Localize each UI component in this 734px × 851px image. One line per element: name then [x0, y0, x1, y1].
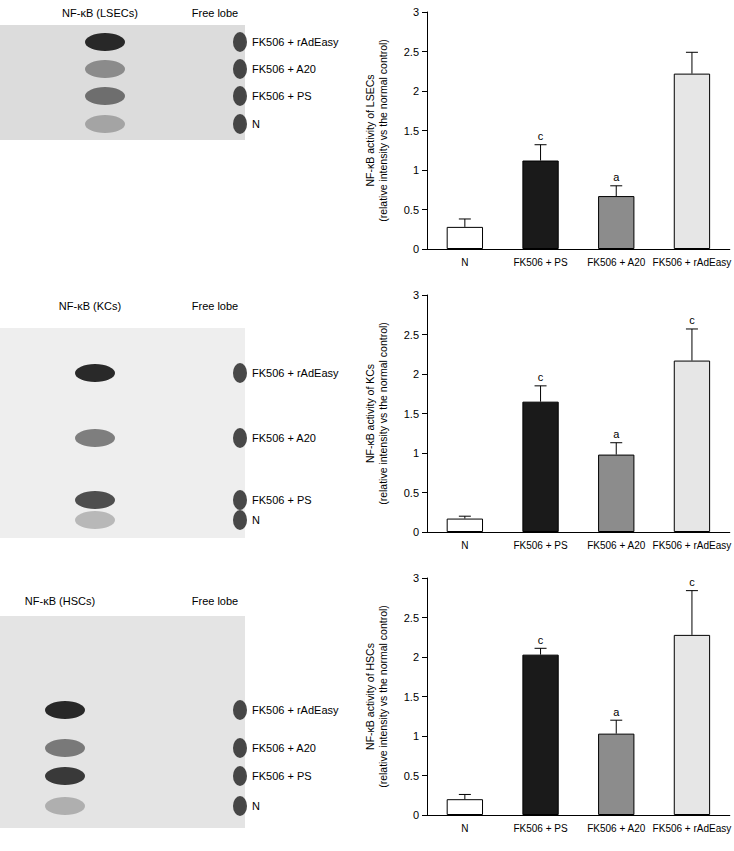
svg-text:NF-κB (HSCs): NF-κB (HSCs): [25, 595, 95, 607]
svg-text:2.5: 2.5: [404, 612, 419, 624]
svg-text:3: 3: [413, 289, 419, 301]
svg-text:FK506 + A20: FK506 + A20: [252, 432, 316, 444]
svg-text:FK506 + rAdEasy: FK506 + rAdEasy: [653, 823, 732, 834]
svg-text:a: a: [613, 428, 620, 440]
svg-text:FK506 + PS: FK506 + PS: [513, 257, 568, 268]
svg-text:(relative intensity vs the nor: (relative intensity vs the normal contro…: [377, 39, 389, 222]
svg-text:(relative intensity vs the nor: (relative intensity vs the normal contro…: [377, 605, 389, 788]
svg-text:N: N: [461, 823, 468, 834]
svg-text:2: 2: [413, 651, 419, 663]
svg-text:FK506 + PS: FK506 + PS: [252, 494, 312, 506]
svg-text:N: N: [252, 118, 260, 130]
svg-text:2.5: 2.5: [404, 329, 419, 341]
svg-text:Free lobe: Free lobe: [192, 300, 238, 312]
svg-text:NF-κB (LSECs): NF-κB (LSECs): [62, 7, 138, 19]
svg-text:NF-κB (KCs): NF-κB (KCs): [59, 300, 121, 312]
svg-text:(relative intensity vs the nor: (relative intensity vs the normal contro…: [377, 322, 389, 505]
svg-text:2: 2: [413, 368, 419, 380]
svg-text:N: N: [461, 540, 468, 551]
svg-text:0: 0: [413, 526, 419, 538]
svg-text:FK506 + A20: FK506 + A20: [587, 823, 646, 834]
svg-text:NF-κB activity of HSCs: NF-κB activity of HSCs: [364, 643, 376, 750]
svg-text:2.5: 2.5: [404, 46, 419, 58]
svg-text:FK506 + A20: FK506 + A20: [252, 63, 316, 75]
svg-text:0.5: 0.5: [404, 204, 419, 216]
svg-text:FK506 + PS: FK506 + PS: [513, 823, 568, 834]
svg-text:FK506 + rAdEasy: FK506 + rAdEasy: [252, 704, 339, 716]
svg-text:1.5: 1.5: [404, 125, 419, 137]
svg-text:FK506 + rAdEasy: FK506 + rAdEasy: [252, 367, 339, 379]
svg-text:c: c: [538, 371, 544, 383]
svg-text:1.5: 1.5: [404, 691, 419, 703]
svg-text:1.5: 1.5: [404, 408, 419, 420]
svg-text:NF-κB activity of LSECs: NF-κB activity of LSECs: [364, 74, 376, 186]
svg-text:0.5: 0.5: [404, 487, 419, 499]
svg-text:FK506 + PS: FK506 + PS: [252, 770, 312, 782]
svg-text:c: c: [689, 314, 695, 326]
svg-text:FK506 + rAdEasy: FK506 + rAdEasy: [653, 540, 732, 551]
svg-text:FK506 + A20: FK506 + A20: [587, 540, 646, 551]
svg-text:FK506 + PS: FK506 + PS: [513, 540, 568, 551]
svg-text:0.5: 0.5: [404, 770, 419, 782]
svg-text:Free lobe: Free lobe: [192, 595, 238, 607]
svg-text:a: a: [613, 706, 620, 718]
svg-text:1: 1: [413, 730, 419, 742]
svg-text:NF-κB activity of KCs: NF-κB activity of KCs: [364, 364, 376, 463]
svg-text:FK506 + rAdEasy: FK506 + rAdEasy: [653, 257, 732, 268]
svg-text:FK506 + rAdEasy: FK506 + rAdEasy: [252, 36, 339, 48]
svg-text:FK506 + A20: FK506 + A20: [252, 742, 316, 754]
svg-text:N: N: [252, 514, 260, 526]
svg-text:3: 3: [413, 6, 419, 18]
svg-text:FK506 + A20: FK506 + A20: [587, 257, 646, 268]
svg-text:0: 0: [413, 809, 419, 821]
svg-text:c: c: [538, 130, 544, 142]
svg-text:3: 3: [413, 572, 419, 584]
svg-text:c: c: [689, 576, 695, 588]
svg-text:N: N: [252, 800, 260, 812]
svg-text:1: 1: [413, 164, 419, 176]
svg-text:N: N: [461, 257, 468, 268]
svg-text:2: 2: [413, 85, 419, 97]
svg-text:Free lobe: Free lobe: [192, 7, 238, 19]
svg-text:0: 0: [413, 243, 419, 255]
svg-text:a: a: [613, 171, 620, 183]
svg-text:1: 1: [413, 447, 419, 459]
svg-text:FK506 + PS: FK506 + PS: [252, 90, 312, 102]
svg-text:c: c: [538, 634, 544, 646]
